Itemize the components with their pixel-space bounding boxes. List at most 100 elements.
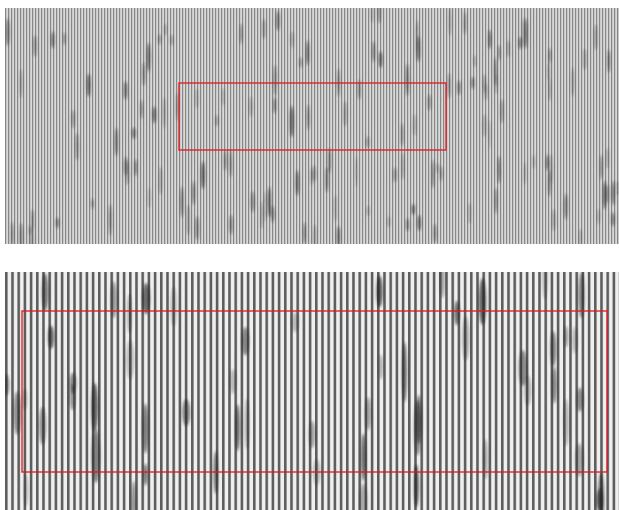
streak <box>170 287 177 326</box>
streak <box>152 106 157 124</box>
streak <box>248 96 253 117</box>
streak <box>276 11 280 31</box>
streak <box>522 17 525 48</box>
streak <box>415 395 422 445</box>
streak <box>310 168 313 185</box>
streak <box>393 167 397 183</box>
streak <box>488 119 491 149</box>
streak <box>417 215 422 231</box>
streak <box>483 439 488 480</box>
streak <box>55 217 60 229</box>
streak <box>142 62 146 86</box>
streak <box>427 94 431 111</box>
streak <box>164 23 167 36</box>
top-photo <box>5 8 619 244</box>
streak <box>176 92 179 121</box>
streak <box>51 31 55 49</box>
fabric-texture <box>5 8 619 244</box>
streak <box>436 163 439 174</box>
streak <box>110 281 117 318</box>
streak <box>365 397 372 430</box>
streak <box>483 74 486 94</box>
streak <box>244 398 249 450</box>
streak <box>260 201 263 229</box>
streak <box>471 76 475 89</box>
bottom-photo <box>5 272 619 510</box>
streak <box>91 198 94 209</box>
streak <box>463 11 467 35</box>
streak <box>264 191 267 222</box>
streak <box>379 354 383 380</box>
streak <box>195 216 199 240</box>
streak <box>473 55 476 68</box>
streak <box>564 326 569 348</box>
streak <box>548 77 551 102</box>
streak <box>357 79 361 100</box>
streak <box>195 88 199 108</box>
streak <box>39 406 46 445</box>
streak <box>448 73 451 99</box>
streak <box>295 170 299 196</box>
streak <box>230 369 237 394</box>
streak <box>449 8 451 36</box>
streak <box>313 224 317 244</box>
streak <box>366 136 370 149</box>
streak <box>290 31 294 48</box>
streak <box>387 216 390 228</box>
streak <box>273 65 277 96</box>
streak <box>468 203 471 224</box>
streak <box>599 154 603 180</box>
streak <box>229 150 232 177</box>
streak <box>361 433 366 482</box>
streak <box>488 29 492 49</box>
streak <box>571 67 574 97</box>
streak <box>140 100 143 119</box>
streak <box>498 45 501 61</box>
streak <box>229 215 233 235</box>
streak <box>158 34 162 45</box>
streak <box>616 181 619 196</box>
streak <box>596 488 603 510</box>
streak <box>131 480 136 510</box>
streak <box>91 429 100 483</box>
streak <box>440 272 445 298</box>
streak <box>542 272 548 299</box>
streak <box>378 51 383 68</box>
streak <box>603 180 607 210</box>
streak <box>132 127 136 139</box>
streak <box>109 204 112 236</box>
streak <box>159 166 162 195</box>
streak <box>126 340 134 380</box>
streak <box>518 36 522 50</box>
streak <box>494 57 497 87</box>
streak <box>19 223 23 244</box>
streak <box>583 48 587 70</box>
streak <box>546 154 549 171</box>
streak <box>597 209 600 225</box>
streak <box>250 191 255 213</box>
streak <box>5 18 10 46</box>
streak <box>594 24 598 51</box>
streak <box>262 19 266 39</box>
streak <box>416 20 419 53</box>
streak <box>454 300 460 326</box>
streak <box>142 403 149 454</box>
streak <box>13 391 21 435</box>
streak <box>524 375 532 406</box>
streak <box>5 374 10 396</box>
streak <box>611 212 615 227</box>
streak <box>576 387 584 412</box>
streak <box>11 222 14 244</box>
streak <box>550 331 557 367</box>
streak <box>343 101 347 127</box>
streak <box>412 114 417 136</box>
streak <box>497 156 501 184</box>
streak <box>457 80 461 95</box>
streak <box>333 195 338 221</box>
streak <box>143 463 148 486</box>
streak <box>69 372 77 394</box>
streak <box>327 148 332 174</box>
streak <box>170 34 174 46</box>
